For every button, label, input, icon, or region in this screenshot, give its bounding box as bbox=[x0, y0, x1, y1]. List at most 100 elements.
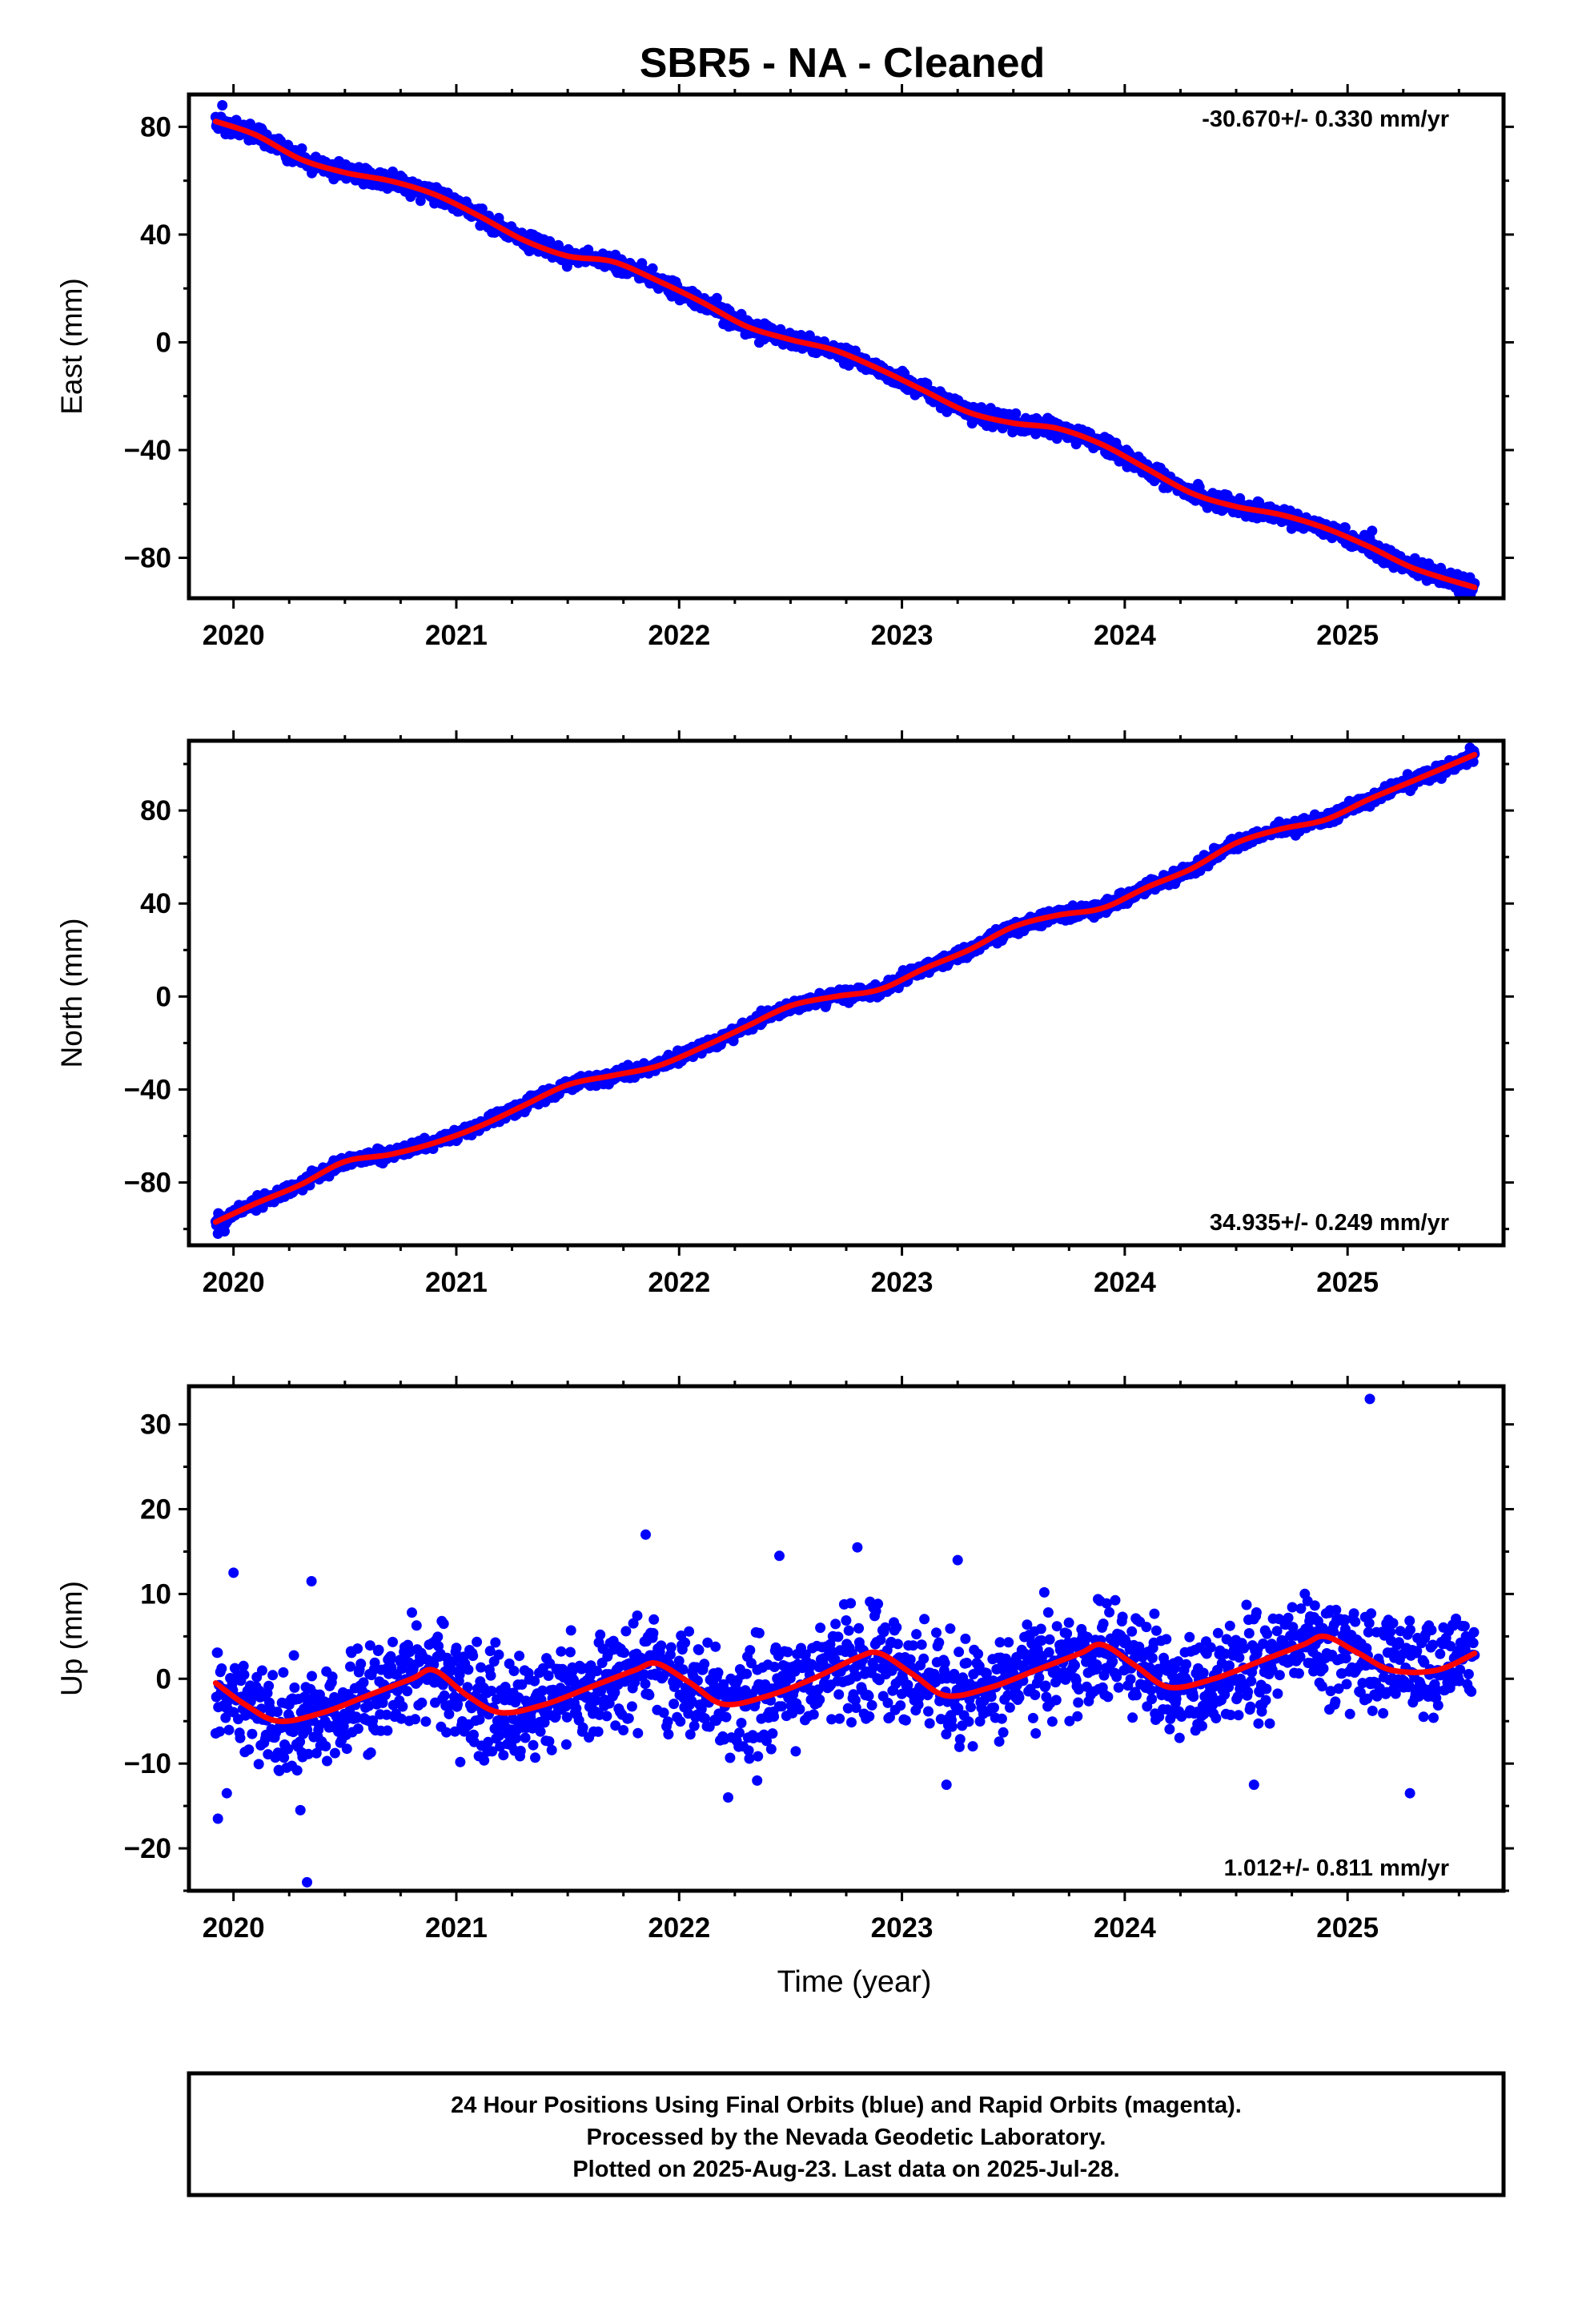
up-data-point bbox=[320, 1741, 331, 1751]
up-data-point bbox=[446, 1665, 457, 1676]
up-data-point bbox=[662, 1716, 673, 1727]
up-data-point bbox=[543, 1671, 554, 1681]
east-data-point bbox=[647, 263, 658, 274]
up-data-point bbox=[556, 1646, 567, 1657]
up-data-point bbox=[592, 1726, 604, 1737]
north-velocity-label: 34.935+/- 0.249 mm/yr bbox=[1210, 1210, 1449, 1236]
up-data-point bbox=[853, 1622, 865, 1634]
east-y-tick-label: −80 bbox=[124, 543, 171, 574]
up-data-point bbox=[830, 1618, 841, 1630]
up-data-point bbox=[322, 1755, 332, 1767]
up-data-point bbox=[673, 1655, 685, 1667]
up-data-point bbox=[537, 1685, 548, 1696]
up-data-point bbox=[826, 1714, 837, 1725]
east-data-point bbox=[1339, 522, 1351, 533]
up-data-point bbox=[595, 1629, 606, 1640]
up-data-point bbox=[474, 1714, 485, 1725]
east-x-tick-label: 2020 bbox=[203, 620, 265, 651]
east-data-points bbox=[210, 100, 1480, 598]
up-data-point bbox=[483, 1736, 494, 1747]
up-data-point bbox=[620, 1626, 632, 1637]
east-data-point bbox=[1010, 408, 1022, 419]
up-data-point bbox=[744, 1753, 755, 1764]
up-data-point bbox=[444, 1708, 455, 1719]
up-data-point bbox=[592, 1666, 602, 1677]
up-data-point bbox=[530, 1752, 540, 1763]
east-data-point bbox=[296, 143, 307, 154]
up-data-point bbox=[628, 1618, 639, 1629]
up-data-point bbox=[656, 1640, 667, 1651]
up-data-point bbox=[516, 1679, 528, 1690]
up-data-point bbox=[648, 1627, 659, 1638]
up-data-point bbox=[243, 1744, 255, 1755]
up-data-point bbox=[452, 1699, 464, 1710]
up-data-point bbox=[725, 1752, 736, 1763]
up-data-point bbox=[494, 1730, 505, 1741]
up-data-point bbox=[345, 1661, 355, 1672]
up-data-point bbox=[382, 1725, 393, 1736]
up-data-point bbox=[355, 1659, 367, 1670]
up-data-point bbox=[377, 1697, 388, 1708]
up-data-point bbox=[765, 1743, 777, 1755]
up-data-point bbox=[528, 1739, 539, 1751]
up-data-point bbox=[702, 1637, 713, 1648]
east-data-point bbox=[1235, 493, 1246, 504]
up-data-point bbox=[239, 1669, 250, 1680]
up-data-point bbox=[866, 1699, 877, 1711]
north-x-tick-label: 2025 bbox=[1316, 1267, 1379, 1298]
up-data-point bbox=[341, 1743, 352, 1755]
up-data-point bbox=[623, 1713, 634, 1724]
east-x-tick-label: 2024 bbox=[1094, 620, 1156, 651]
east-velocity-label: -30.670+/- 0.330 mm/yr bbox=[1202, 107, 1449, 132]
up-data-point bbox=[815, 1622, 826, 1634]
north-x-tick-label: 2021 bbox=[425, 1267, 488, 1298]
up-data-point bbox=[713, 1667, 724, 1679]
up-panel: 2020 2021 2022 2023 2024 2025−20−100102030Up … bbox=[55, 1376, 1514, 1999]
up-data-point bbox=[609, 1687, 620, 1698]
up-data-point bbox=[365, 1747, 376, 1758]
up-data-point bbox=[644, 1690, 655, 1701]
up-data-point bbox=[303, 1748, 314, 1759]
up-data-point bbox=[577, 1722, 588, 1733]
up-data-point bbox=[753, 1751, 764, 1762]
up-data-point bbox=[880, 1622, 891, 1633]
north-x-tick-label: 2023 bbox=[871, 1267, 934, 1298]
up-data-point bbox=[369, 1657, 380, 1668]
north-y-axis-label: North (mm) bbox=[55, 918, 88, 1068]
up-data-point bbox=[263, 1680, 275, 1691]
up-data-point bbox=[449, 1726, 460, 1737]
up-data-point bbox=[351, 1712, 363, 1723]
up-data-point bbox=[420, 1716, 432, 1727]
up-data-point bbox=[463, 1664, 474, 1675]
up-data-point bbox=[451, 1642, 462, 1654]
up-data-point bbox=[851, 1671, 862, 1682]
up-data-point bbox=[669, 1699, 680, 1710]
up-data-point bbox=[741, 1668, 753, 1679]
up-data-point bbox=[291, 1765, 303, 1776]
up-data-point bbox=[693, 1644, 705, 1655]
up-data-point bbox=[619, 1647, 629, 1659]
up-data-point bbox=[288, 1650, 299, 1661]
up-data-point bbox=[675, 1716, 686, 1727]
up-data-point bbox=[665, 1642, 677, 1653]
up-data-point bbox=[686, 1695, 697, 1707]
up-data-point bbox=[220, 1712, 231, 1723]
up-data-point bbox=[416, 1697, 428, 1708]
north-x-tick-label: 2022 bbox=[648, 1267, 710, 1298]
up-data-point bbox=[363, 1700, 375, 1711]
up-data-point bbox=[864, 1711, 875, 1722]
up-data-point bbox=[484, 1646, 496, 1657]
up-data-point bbox=[721, 1711, 732, 1723]
north-data-points bbox=[210, 742, 1480, 1239]
up-data-point bbox=[618, 1725, 629, 1735]
north-outlier-point bbox=[219, 1226, 230, 1237]
up-data-point bbox=[508, 1666, 520, 1676]
up-data-point bbox=[455, 1756, 466, 1767]
up-data-point bbox=[841, 1615, 852, 1626]
up-data-point bbox=[493, 1649, 504, 1660]
up-data-point bbox=[814, 1694, 825, 1705]
up-data-point bbox=[223, 1724, 235, 1735]
up-data-point bbox=[544, 1736, 555, 1747]
north-y-tick-label: −80 bbox=[124, 1168, 171, 1199]
up-data-point bbox=[873, 1598, 884, 1610]
